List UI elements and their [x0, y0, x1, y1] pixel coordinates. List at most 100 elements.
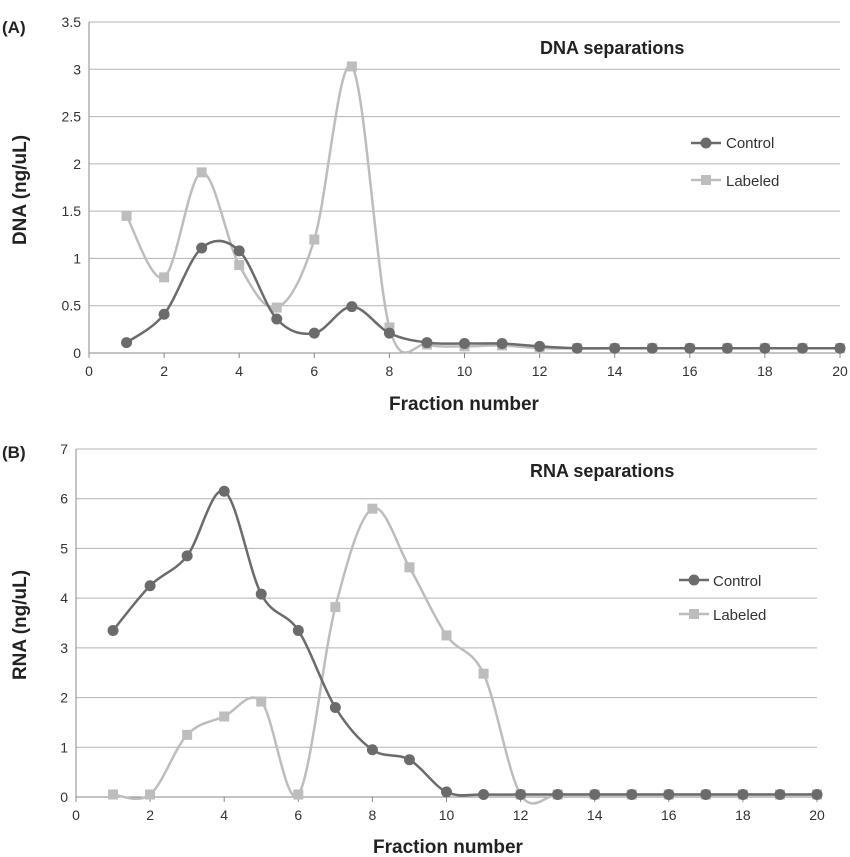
series-line-labeled: [125, 64, 840, 354]
data-point-control: [271, 313, 283, 325]
data-point-control: [721, 342, 733, 354]
y-tick-label: 0: [60, 789, 68, 805]
x-tick-label: 4: [220, 807, 228, 823]
y-tick-label: 6: [60, 491, 68, 507]
data-point-control: [421, 337, 433, 349]
data-point-labeled: [309, 234, 320, 245]
y-tick-label: 2: [60, 690, 68, 706]
data-point-labeled: [384, 322, 395, 333]
panel-b-legend: Control Labeled: [679, 573, 766, 624]
data-point-labeled: [219, 711, 230, 722]
data-point-labeled: [271, 302, 282, 313]
data-point-control: [329, 702, 341, 714]
panel-b: (B) RNA separations Fraction number RNA …: [2, 443, 766, 857]
x-tick-label: 16: [661, 807, 677, 823]
data-point-control: [478, 789, 490, 801]
data-point-labeled: [108, 789, 119, 800]
y-tick-label: 2: [73, 156, 81, 172]
y-tick-label: 3: [73, 61, 81, 77]
data-point-labeled: [234, 260, 245, 271]
series-line-control: [112, 489, 817, 797]
data-point-control: [383, 327, 395, 339]
panel-a-label: (A): [2, 18, 26, 37]
x-tick-label: 8: [386, 363, 394, 379]
y-tick-label: 3.5: [62, 14, 82, 30]
x-tick-label: 14: [607, 363, 623, 379]
data-point-labeled: [346, 61, 357, 72]
legend-b-control-label: Control: [713, 573, 761, 590]
data-point-control: [796, 342, 808, 354]
x-tick-label: 16: [682, 363, 698, 379]
series-line-labeled: [112, 506, 817, 805]
data-point-labeled: [182, 729, 193, 740]
y-tick-label: 4: [60, 590, 68, 606]
data-point-control: [626, 789, 638, 801]
data-point-control: [441, 786, 452, 798]
data-point-labeled: [145, 789, 156, 800]
y-tick-label: 3: [60, 640, 68, 656]
data-point-control: [589, 789, 601, 801]
y-tick-label: 0: [73, 345, 81, 361]
legend-marker-labeled: [701, 175, 711, 185]
legend-marker-control: [688, 574, 700, 586]
x-tick-label: 2: [146, 807, 154, 823]
data-point-control: [255, 588, 267, 600]
data-point-control: [737, 789, 749, 801]
data-point-control: [646, 342, 658, 354]
legend-b-labeled-label: Labeled: [713, 607, 766, 624]
panel-a-title: DNA separations: [540, 38, 684, 58]
x-tick-label: 12: [532, 363, 548, 379]
data-point-control: [233, 245, 245, 257]
panel-a-ylabel: DNA (ng/uL): [10, 135, 31, 245]
legend-marker-control: [700, 137, 712, 149]
x-tick-label: 18: [735, 807, 751, 823]
x-tick-label: 10: [439, 807, 455, 823]
data-point-labeled: [330, 602, 341, 613]
data-point-control: [292, 624, 304, 636]
data-point-control: [366, 744, 378, 756]
data-point-labeled: [121, 210, 132, 221]
data-point-labeled: [256, 696, 267, 707]
x-tick-label: 0: [72, 807, 80, 823]
data-point-control: [346, 301, 358, 313]
data-point-control: [158, 308, 170, 320]
y-tick-label: 0.5: [62, 298, 82, 314]
x-tick-label: 10: [457, 363, 473, 379]
data-point-control: [834, 342, 846, 354]
data-point-control: [459, 338, 470, 350]
data-point-control: [515, 789, 527, 801]
y-tick-label: 7: [60, 441, 68, 457]
y-tick-label: 1: [73, 250, 81, 266]
y-tick-label: 1.5: [62, 203, 82, 219]
data-point-control: [663, 789, 675, 801]
x-tick-label: 20: [809, 807, 825, 823]
panel-a-xlabel: Fraction number: [389, 394, 540, 415]
data-point-control: [107, 624, 119, 636]
data-point-labeled: [293, 789, 304, 800]
legend-a-labeled-label: Labeled: [726, 173, 779, 190]
data-point-control: [218, 485, 230, 497]
data-point-control: [121, 337, 133, 349]
panel-a: (A) DNA separations Fraction number DNA …: [2, 18, 779, 415]
x-tick-label: 0: [85, 363, 93, 379]
data-point-control: [196, 242, 208, 254]
data-point-control: [403, 754, 415, 766]
y-tick-label: 5: [60, 540, 68, 556]
data-point-control: [308, 327, 320, 339]
x-tick-label: 4: [235, 363, 243, 379]
legend-a-control-label: Control: [726, 135, 774, 152]
panel-b-label: (B): [2, 443, 26, 462]
x-tick-label: 14: [587, 807, 603, 823]
series-line-control: [125, 239, 840, 350]
data-point-control: [571, 342, 583, 354]
x-tick-label: 18: [757, 363, 773, 379]
panel-b-xlabel: Fraction number: [373, 837, 524, 857]
panel-b-ylabel: RNA (ng/uL): [10, 570, 31, 680]
data-point-control: [684, 342, 696, 354]
y-tick-label: 1: [60, 739, 68, 755]
data-point-control: [144, 580, 156, 592]
data-point-control: [811, 789, 823, 801]
